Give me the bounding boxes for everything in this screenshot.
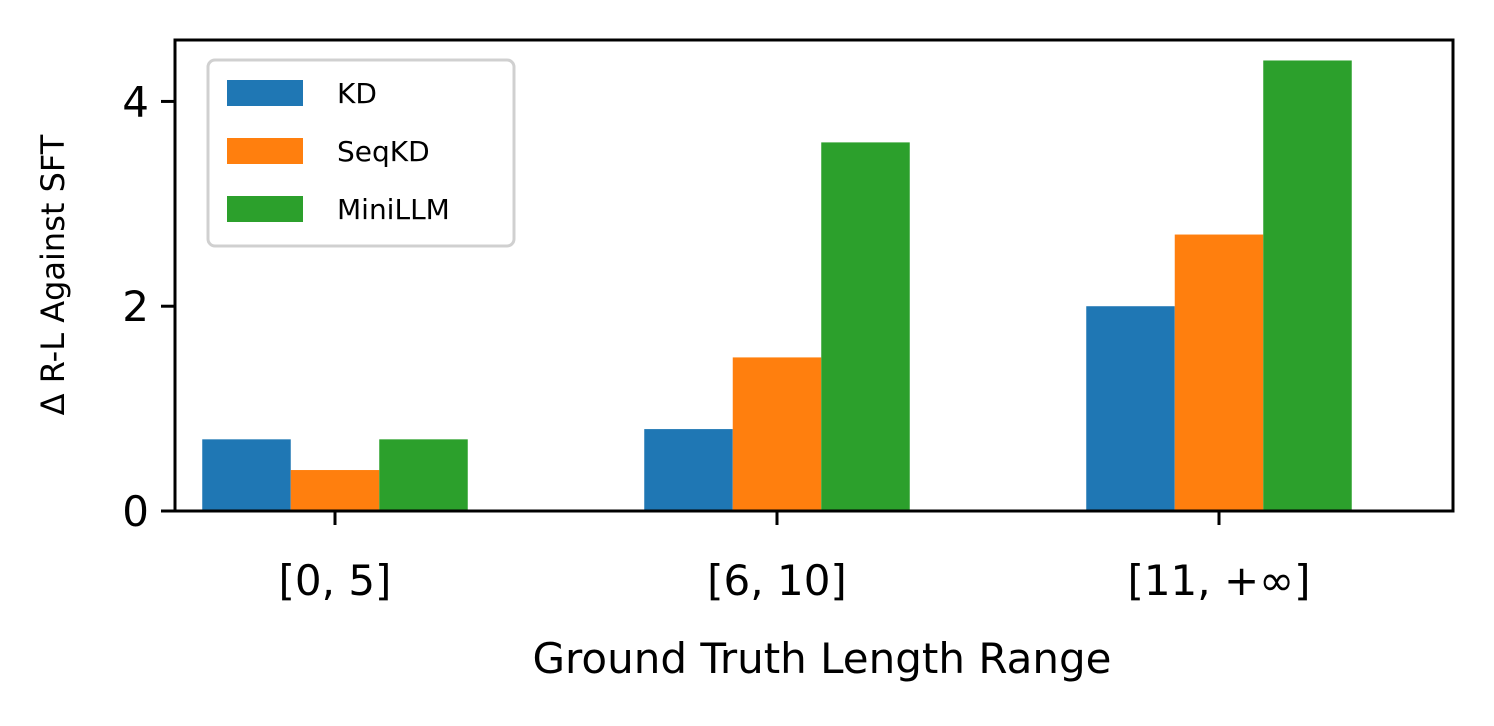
y-tick-label: 4 — [122, 77, 149, 126]
bar-seqkd-6-10 — [732, 357, 822, 511]
legend-swatch-seqkd — [227, 138, 303, 164]
x-tick-label: [11, +∞] — [1127, 556, 1310, 605]
bar-seqkd-0-5 — [290, 470, 380, 511]
legend-label-seqkd: SeqKD — [337, 135, 430, 168]
legend: KD SeqKD MiniLLM — [206, 58, 516, 248]
bar-kd-11 — [1086, 306, 1175, 511]
x-axis-label: Ground Truth Length Range — [533, 634, 1112, 683]
y-ticks: 0 2 4 — [122, 77, 175, 536]
x-tick-label: [0, 5] — [279, 556, 392, 605]
x-ticks: [0, 5] [6, 10] [11, +∞] — [279, 511, 1311, 605]
legend-label-kd: KD — [337, 77, 377, 110]
y-tick-label: 2 — [122, 282, 149, 331]
bar-kd-0-5 — [202, 439, 291, 511]
legend-label-minillm: MiniLLM — [337, 193, 450, 226]
x-tick-label: [6, 10] — [707, 556, 847, 605]
y-tick-label: 0 — [122, 487, 149, 536]
bar-kd-6-10 — [644, 429, 733, 511]
plot-frame — [173, 38, 1455, 513]
bar-minillm-6-10 — [821, 142, 910, 511]
bar-seqkd-11 — [1174, 234, 1264, 512]
legend-swatch-kd — [227, 80, 303, 106]
bar-minillm-0-5 — [379, 439, 468, 511]
y-axis-label: Δ R-L Against SFT — [34, 134, 72, 415]
legend-swatch-minillm — [227, 196, 303, 222]
bars-layer — [202, 60, 1352, 512]
bar-minillm-11 — [1263, 60, 1352, 511]
